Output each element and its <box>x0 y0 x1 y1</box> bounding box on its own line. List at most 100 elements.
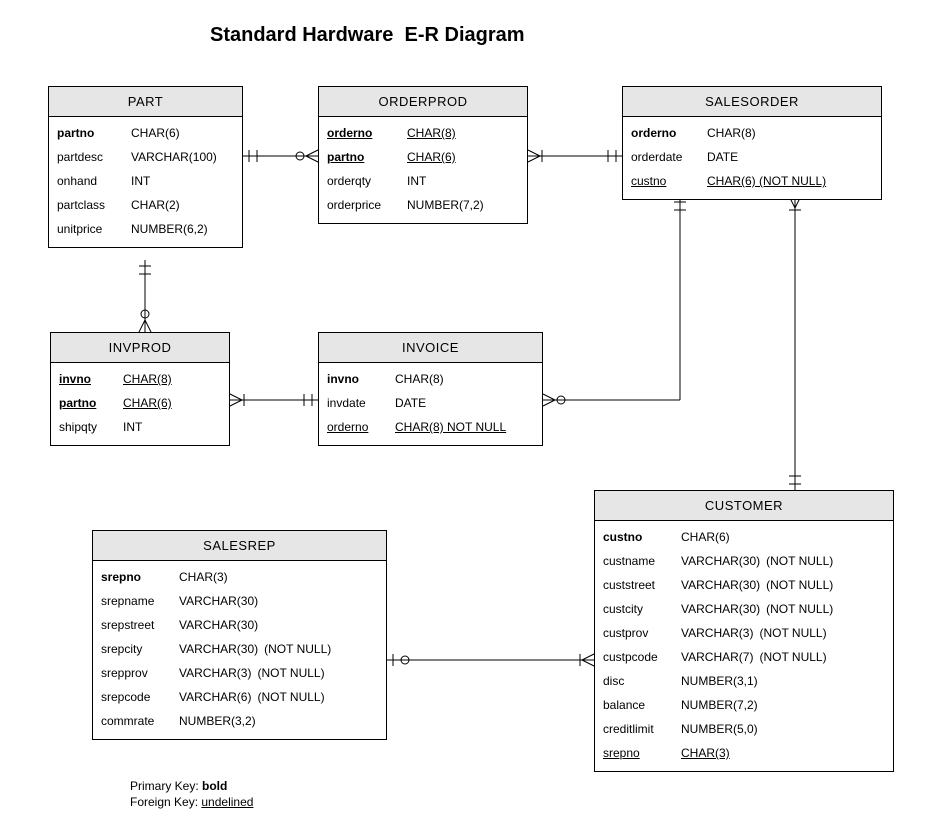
legend-pk-value: bold <box>202 779 227 793</box>
entity-header: PART <box>49 87 242 117</box>
entity-invprod: INVPRODinvnoCHAR(8)partnoCHAR(6)shipqtyI… <box>50 332 230 446</box>
attr-row: srepprovVARCHAR(3)(NOT NULL) <box>101 661 378 685</box>
attr-type: VARCHAR(100) <box>131 150 223 164</box>
attr-type: VARCHAR(3) <box>179 666 257 680</box>
attr-name: shipqty <box>59 420 123 434</box>
edge-invprod-invoice <box>230 394 318 406</box>
entity-customer: CUSTOMERcustnoCHAR(6)custnameVARCHAR(30)… <box>594 490 894 772</box>
attr-name: partclass <box>57 198 131 212</box>
attr-row: invnoCHAR(8) <box>327 367 534 391</box>
attr-type: VARCHAR(30) <box>681 554 766 568</box>
attr-row: partclassCHAR(2) <box>57 193 234 217</box>
attr-type: CHAR(8) NOT NULL <box>395 420 512 434</box>
attr-row: invdateDATE <box>327 391 534 415</box>
entity-orderprod: ORDERPRODordernoCHAR(8)partnoCHAR(6)orde… <box>318 86 528 224</box>
attr-type: NUMBER(5,0) <box>681 722 764 736</box>
attr-name: custno <box>631 174 707 188</box>
attr-row: ordernoCHAR(8) <box>631 121 873 145</box>
attr-row: custpcodeVARCHAR(7)(NOT NULL) <box>603 645 885 669</box>
attr-row: custnoCHAR(6) <box>603 525 885 549</box>
attr-row: srepnameVARCHAR(30) <box>101 589 378 613</box>
attr-name: srepname <box>101 594 179 608</box>
attr-row: shipqtyINT <box>59 415 221 439</box>
attr-type: CHAR(8) <box>395 372 450 386</box>
attr-type: VARCHAR(30) <box>179 642 264 656</box>
entity-body: ordernoCHAR(8)orderdateDATEcustnoCHAR(6)… <box>623 117 881 199</box>
attr-name: custcity <box>603 602 681 616</box>
entity-body: custnoCHAR(6)custnameVARCHAR(30)(NOT NUL… <box>595 521 893 771</box>
attr-row: srepnoCHAR(3) <box>101 565 378 589</box>
attr-extra: (NOT NULL) <box>766 554 833 568</box>
attr-row: orderqtyINT <box>327 169 519 193</box>
attr-type: CHAR(8) <box>123 372 178 386</box>
entity-body: partnoCHAR(6)partdescVARCHAR(100)onhandI… <box>49 117 242 247</box>
attr-name: custpcode <box>603 650 681 664</box>
attr-name: custprov <box>603 626 681 640</box>
edge-orderprod-salesorder <box>528 150 622 162</box>
attr-name: onhand <box>57 174 131 188</box>
attr-type: NUMBER(3,1) <box>681 674 764 688</box>
edge-invoice-salesorder <box>543 196 686 406</box>
attr-row: partnoCHAR(6) <box>59 391 221 415</box>
attr-name: orderno <box>327 126 407 140</box>
attr-type: CHAR(2) <box>131 198 186 212</box>
attr-type: CHAR(6) <box>407 150 462 164</box>
attr-row: partnoCHAR(6) <box>57 121 234 145</box>
entity-part: PARTpartnoCHAR(6)partdescVARCHAR(100)onh… <box>48 86 243 248</box>
attr-row: custcityVARCHAR(30)(NOT NULL) <box>603 597 885 621</box>
attr-row: custnoCHAR(6) (NOT NULL) <box>631 169 873 193</box>
attr-type: NUMBER(6,2) <box>131 222 214 236</box>
attr-extra: (NOT NULL) <box>759 626 826 640</box>
er-diagram-canvas: Standard Hardware E-R Diagram PARTpartno… <box>0 0 935 816</box>
entity-header: CUSTOMER <box>595 491 893 521</box>
attr-type: CHAR(3) <box>681 746 736 760</box>
edge-part-orderprod <box>243 150 318 162</box>
entity-header: INVPROD <box>51 333 229 363</box>
entity-body: invnoCHAR(8)invdateDATE ordernoCHAR(8) NO… <box>319 363 542 445</box>
attr-row: invnoCHAR(8) <box>59 367 221 391</box>
attr-row: onhandINT <box>57 169 234 193</box>
attr-name: srepno <box>101 570 179 584</box>
attr-name: custname <box>603 554 681 568</box>
edge-part-invprod <box>139 260 151 332</box>
attr-name: srepno <box>603 746 681 760</box>
attr-row: commrateNUMBER(3,2) <box>101 709 378 733</box>
attr-extra: (NOT NULL) <box>264 642 331 656</box>
entity-salesorder: SALESORDERordernoCHAR(8)orderdateDATEcus… <box>622 86 882 200</box>
edge-salesrep-customer <box>387 654 594 666</box>
attr-type: NUMBER(3,2) <box>179 714 262 728</box>
attr-name: orderno <box>327 420 395 434</box>
attr-name: orderprice <box>327 198 407 212</box>
attr-name: orderno <box>631 126 707 140</box>
attr-name: orderqty <box>327 174 407 188</box>
attr-row: orderdateDATE <box>631 145 873 169</box>
attr-row: custnameVARCHAR(30)(NOT NULL) <box>603 549 885 573</box>
legend-pk-label: Primary Key: <box>130 779 202 793</box>
attr-row: unitpriceNUMBER(6,2) <box>57 217 234 241</box>
attr-name: commrate <box>101 714 179 728</box>
attr-name: custno <box>603 530 681 544</box>
attr-extra: (NOT NULL) <box>766 578 833 592</box>
attr-extra: (NOT NULL) <box>257 690 324 704</box>
entity-body: ordernoCHAR(8)partnoCHAR(6)orderqtyINTor… <box>319 117 527 223</box>
attr-type: CHAR(8) <box>407 126 462 140</box>
attr-name: partno <box>327 150 407 164</box>
attr-row: ordernoCHAR(8) <box>327 121 519 145</box>
attr-type: INT <box>123 420 148 434</box>
attr-name: partno <box>59 396 123 410</box>
legend-fk-label: Foreign Key: <box>130 795 201 809</box>
key-legend: Primary Key: bold Foreign Key: undelined <box>130 778 253 810</box>
diagram-title: Standard Hardware E-R Diagram <box>210 24 525 47</box>
attr-type: VARCHAR(7) <box>681 650 759 664</box>
legend-fk-value: undelined <box>201 795 253 809</box>
attr-name: disc <box>603 674 681 688</box>
attr-row: srepnoCHAR(3) <box>603 741 885 765</box>
attr-type: CHAR(6) (NOT NULL) <box>707 174 832 188</box>
entity-salesrep: SALESREPsrepnoCHAR(3)srepnameVARCHAR(30)… <box>92 530 387 740</box>
attr-type: VARCHAR(3) <box>681 626 759 640</box>
entity-header: SALESORDER <box>623 87 881 117</box>
attr-row: partnoCHAR(6) <box>327 145 519 169</box>
attr-type: INT <box>131 174 156 188</box>
attr-row: custstreetVARCHAR(30)(NOT NULL) <box>603 573 885 597</box>
attr-type: VARCHAR(6) <box>179 690 257 704</box>
